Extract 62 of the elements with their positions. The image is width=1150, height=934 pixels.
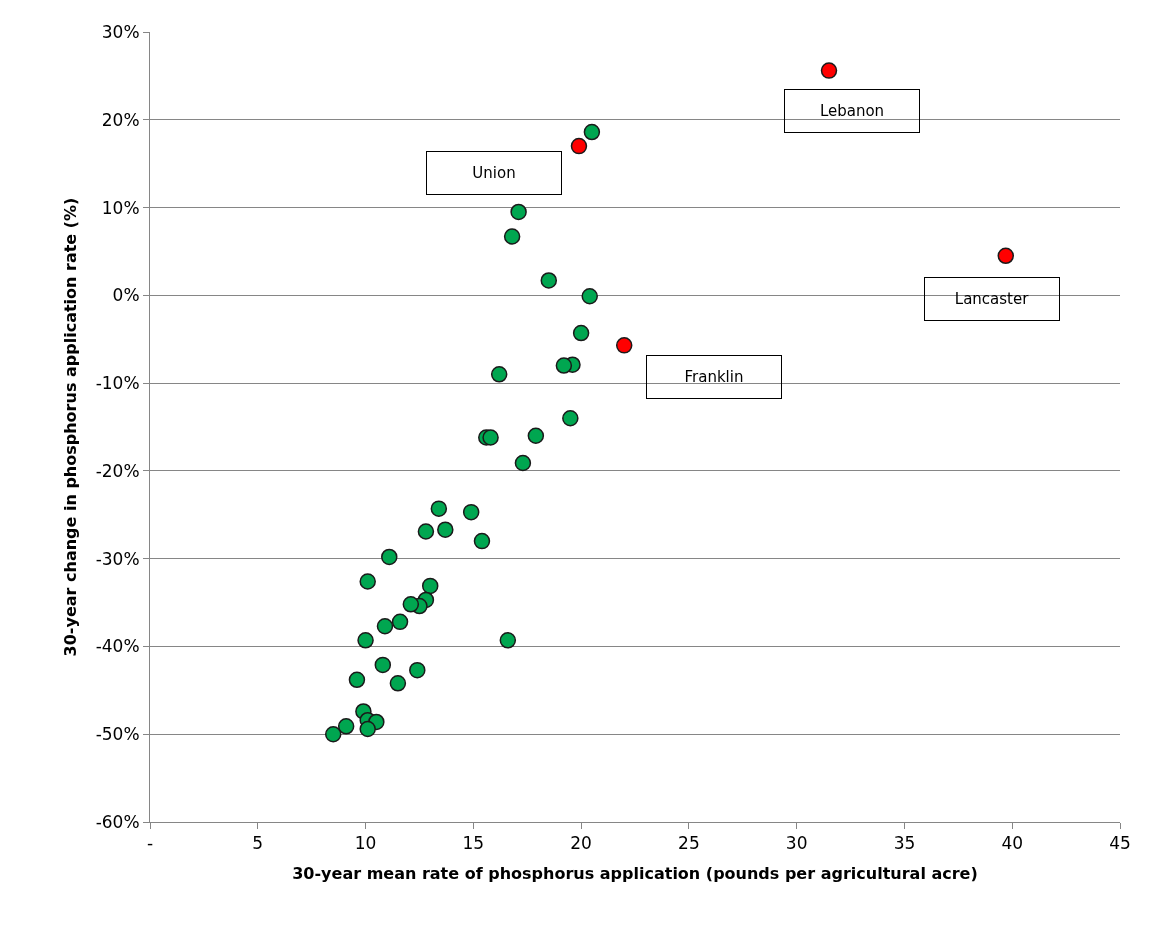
y-tick-label: -60% — [95, 811, 140, 832]
point — [389, 675, 407, 692]
y-tick-label: -40% — [95, 636, 140, 657]
y-tick-label: 30% — [101, 21, 140, 42]
point — [417, 523, 435, 540]
point — [490, 366, 508, 383]
x-tick-label: 10 — [354, 833, 377, 854]
point — [391, 613, 409, 631]
point — [376, 618, 394, 635]
y-tick-label: -10% — [95, 373, 140, 394]
annotation: Franklin — [684, 368, 744, 386]
point — [510, 203, 527, 221]
point — [503, 228, 521, 245]
point — [555, 357, 573, 374]
x-tick-label: 30 — [785, 833, 808, 854]
point — [482, 429, 499, 446]
annotation: Union — [472, 164, 516, 182]
point — [462, 503, 480, 521]
point — [540, 272, 558, 289]
point — [581, 287, 598, 305]
point — [437, 521, 454, 538]
y-tick-label: 10% — [101, 197, 140, 218]
point — [374, 656, 392, 674]
y-axis-title: 30-year change in phosphorus application rate (%) — [60, 197, 80, 657]
y-tick-label: -20% — [95, 460, 140, 481]
x-tick-label: 15 — [462, 833, 485, 854]
x-tick-label: 35 — [893, 833, 916, 854]
x-tick-label: 45 — [1109, 833, 1131, 854]
x-tick-label: - — [146, 833, 154, 854]
x-tick-label: 40 — [1001, 833, 1024, 854]
point — [357, 632, 374, 649]
point — [527, 427, 545, 445]
x-axis-title: 30-year mean rate of phosphorus application (pounds per agricultural acre) — [292, 864, 978, 884]
point — [348, 671, 366, 689]
x-tick-label: 20 — [570, 833, 592, 854]
point — [324, 725, 342, 743]
point — [402, 596, 420, 613]
point — [421, 577, 439, 595]
point — [381, 548, 398, 566]
point — [473, 532, 491, 550]
x-tick-label: 5 — [252, 833, 264, 854]
point — [430, 500, 448, 517]
y-tick-label: 20% — [101, 109, 140, 130]
point — [570, 137, 588, 155]
annotation: Lancaster — [954, 290, 1030, 308]
x-tick-label: 25 — [678, 833, 700, 854]
y-tick-label: 0% — [112, 285, 140, 306]
point — [820, 62, 838, 79]
point — [499, 632, 517, 649]
point — [572, 324, 590, 342]
y-tick-label: -50% — [95, 724, 140, 745]
point — [997, 247, 1015, 265]
point — [337, 718, 355, 735]
y-tick-label: -30% — [95, 548, 140, 569]
point — [359, 573, 376, 590]
point — [583, 123, 601, 141]
point — [514, 454, 532, 472]
point — [562, 409, 579, 427]
point — [615, 337, 633, 354]
point — [359, 720, 376, 738]
point — [409, 661, 426, 679]
annotation: Lebanon — [819, 102, 885, 120]
